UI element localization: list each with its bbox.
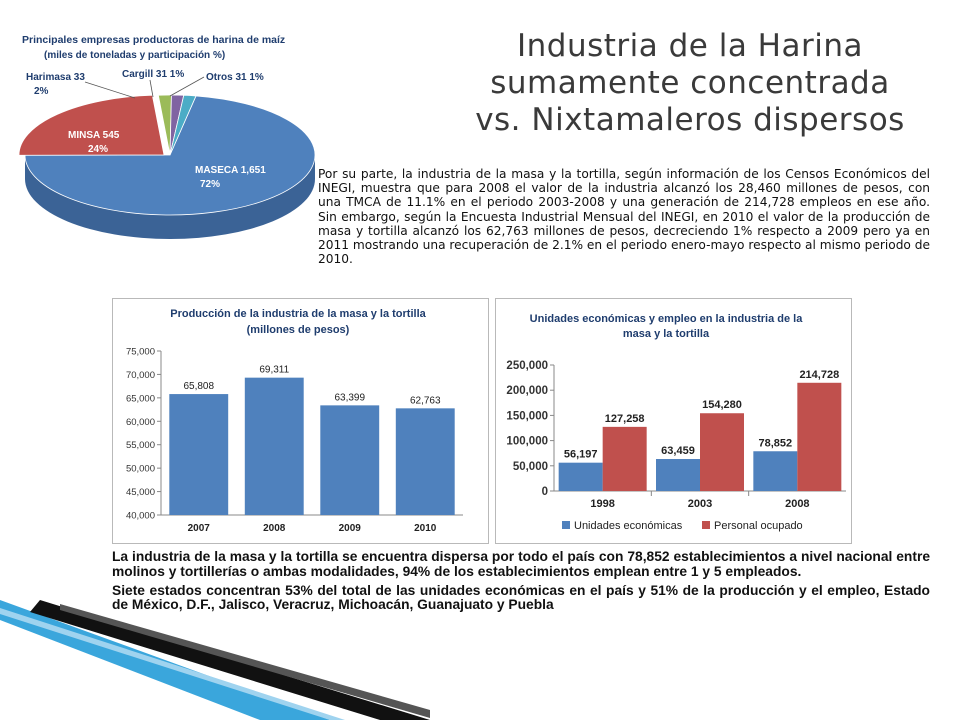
- bar2-data-label-1998-series-1: 127,258: [605, 413, 645, 425]
- bar2-y-tick-label: 150,000: [506, 410, 548, 422]
- bar2-x-tick-label-2008: 2008: [785, 498, 809, 510]
- bottom-paragraph-1: La industria de la masa y la tortilla se…: [112, 549, 930, 579]
- bar2-x-tick-label-1998: 1998: [590, 498, 614, 510]
- bar1-data-label-2009: 63,399: [334, 392, 365, 403]
- pie-label-minsa: MINSA 545: [68, 130, 120, 141]
- bar1-data-label-2008: 69,311: [259, 365, 289, 376]
- bar1-bar-2008: [244, 377, 304, 515]
- bar2-bar-2008-series-1: [797, 382, 842, 491]
- title-line-3: vs. Nixtamaleros dispersos: [475, 102, 905, 138]
- bar2-bar-2003-series-1: [700, 413, 744, 491]
- bar2-bar-1998-series-1: [602, 426, 647, 491]
- bar1-y-tick-label: 75,000: [126, 347, 155, 358]
- slide-title: Industria de la Harina sumamente concent…: [440, 28, 940, 139]
- bar1-y-tick-label: 50,000: [126, 464, 155, 475]
- bar1-y-tick-label: 70,000: [126, 370, 155, 381]
- bar2-data-label-2003-series-0: 63,459: [661, 445, 695, 457]
- pie-slice-minsa: [18, 94, 165, 156]
- bar2-y-tick-label: 200,000: [506, 385, 548, 397]
- bar1-title: Producción de la industria de la masa y …: [170, 308, 426, 320]
- pie-percent-harimasa: 2%: [34, 86, 49, 97]
- bar2-data-label-2003-series-1: 154,280: [702, 399, 742, 411]
- bar1-data-label-2007: 65,808: [183, 381, 214, 392]
- pie-label-maseca: MASECA 1,651: [195, 165, 266, 176]
- pie-label-otros: Otros 31 1%: [206, 72, 264, 83]
- pie-slice-maseca: [24, 95, 316, 216]
- bar1-y-tick-label: 60,000: [126, 417, 155, 428]
- bar1-y-tick-label: 65,000: [126, 393, 155, 404]
- decorative-corner-stripes: [0, 600, 430, 720]
- bar2-x-tick-label-2003: 2003: [688, 498, 712, 510]
- production-bar-chart: Producción de la industria de la masa y …: [126, 308, 463, 534]
- bar2-data-label-1998-series-0: 56,197: [564, 449, 598, 461]
- bar1-bar-2009: [320, 405, 380, 515]
- bar1-bar-2007: [169, 394, 229, 515]
- pie-label-cargill: Cargill 31 1%: [122, 69, 184, 80]
- pie-leader-harimasa: [84, 81, 136, 99]
- bar2-legend-swatch-1: [702, 521, 710, 529]
- body-paragraph: Por su parte, la industria de la masa y …: [318, 167, 930, 267]
- units-employment-bar-chart: Unidades económicas y empleo en la indus…: [506, 313, 846, 532]
- bar1-data-label-2010: 62,763: [410, 395, 441, 406]
- deco-stripe-light: [0, 608, 345, 720]
- pie-chart-title: Principales empresas productoras de hari…: [22, 34, 286, 46]
- pie-side-maseca: [25, 155, 315, 239]
- bar2-data-label-2008-series-1: 214,728: [799, 369, 839, 381]
- bar2-y-tick-label: 50,000: [513, 461, 548, 473]
- bar1-x-tick-label-2010: 2010: [414, 523, 437, 534]
- bar1-x-tick-label-2007: 2007: [188, 523, 211, 534]
- pie-percent-maseca: 72%: [200, 179, 220, 190]
- units-employment-bar-chart-box: Unidades económicas y empleo en la indus…: [495, 298, 852, 544]
- deco-stripe-gray: [60, 604, 430, 718]
- pie-slice-otros: [169, 94, 197, 156]
- bar1-x-tick-label-2008: 2008: [263, 523, 286, 534]
- bar2-y-tick-label: 100,000: [506, 436, 548, 448]
- bottom-paragraph-2: Siete estados concentran 53% del total d…: [112, 582, 930, 613]
- bar2-bar-1998-series-0: [558, 462, 603, 491]
- bar1-y-tick-label: 40,000: [126, 511, 155, 522]
- bar2-bar-2003-series-0: [656, 459, 700, 491]
- pie-chart: MASECA 1,651 72% MINSA 545 24% Harimasa 33 2%…: [18, 69, 316, 239]
- bar2-legend-swatch-0: [562, 521, 570, 529]
- bar1-bar-2010: [395, 408, 455, 515]
- production-bar-chart-box: Producción de la industria de la masa y …: [112, 298, 489, 544]
- bar2-legend-label-1: Personal ocupado: [714, 520, 803, 532]
- bar1-x-tick-label-2009: 2009: [339, 523, 362, 534]
- bottom-text: La industria de la masa y la tortilla se…: [112, 549, 930, 617]
- pie-leader-cargill: [149, 79, 154, 98]
- title-line-2: sumamente concentrada: [490, 65, 890, 101]
- bar2-y-tick-label: 0: [542, 486, 548, 498]
- bar2-bar-2008-series-0: [753, 451, 798, 491]
- bar1-y-tick-label: 55,000: [126, 440, 155, 451]
- pie-leader-otros: [169, 76, 205, 97]
- pie-label-harimasa: Harimasa 33: [26, 72, 85, 83]
- bar1-subtitle: (millones de pesos): [247, 324, 350, 336]
- bar2-data-label-2008-series-0: 78,852: [759, 437, 793, 449]
- bar2-y-tick-label: 250,000: [506, 360, 548, 372]
- bar2-title-line-1: Unidades económicas y empleo en la indus…: [530, 313, 804, 325]
- bar2-title-line-2: masa y la tortilla: [623, 328, 710, 340]
- bar2-legend-label-0: Unidades económicas: [574, 520, 683, 532]
- pie-percent-minsa: 24%: [88, 144, 108, 155]
- bar1-y-tick-label: 45,000: [126, 487, 155, 498]
- title-line-1: Industria de la Harina: [516, 28, 863, 64]
- pie-chart-panel: Principales empresas productoras de hari…: [10, 30, 320, 270]
- pie-chart-subtitle: (miles de toneladas y participación %): [44, 50, 226, 61]
